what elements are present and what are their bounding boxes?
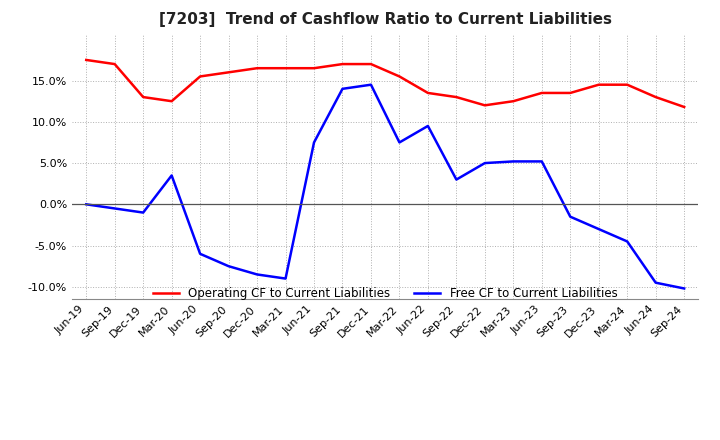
Operating CF to Current Liabilities <box>566 90 575 95</box>
Free CF to Current Liabilities <box>680 286 688 291</box>
Free CF to Current Liabilities <box>253 272 261 277</box>
Operating CF to Current Liabilities <box>253 66 261 71</box>
Operating CF to Current Liabilities <box>338 62 347 67</box>
Operating CF to Current Liabilities <box>537 90 546 95</box>
Free CF to Current Liabilities <box>167 173 176 178</box>
Free CF to Current Liabilities <box>310 140 318 145</box>
Line: Free CF to Current Liabilities: Free CF to Current Liabilities <box>86 84 684 289</box>
Operating CF to Current Liabilities <box>395 74 404 79</box>
Operating CF to Current Liabilities <box>452 95 461 100</box>
Operating CF to Current Liabilities <box>225 70 233 75</box>
Operating CF to Current Liabilities <box>366 62 375 67</box>
Operating CF to Current Liabilities <box>680 104 688 110</box>
Free CF to Current Liabilities <box>82 202 91 207</box>
Free CF to Current Liabilities <box>480 161 489 166</box>
Free CF to Current Liabilities <box>395 140 404 145</box>
Operating CF to Current Liabilities <box>509 99 518 104</box>
Line: Operating CF to Current Liabilities: Operating CF to Current Liabilities <box>86 60 684 107</box>
Operating CF to Current Liabilities <box>110 62 119 67</box>
Operating CF to Current Liabilities <box>623 82 631 87</box>
Free CF to Current Liabilities <box>509 159 518 164</box>
Operating CF to Current Liabilities <box>310 66 318 71</box>
Free CF to Current Liabilities <box>537 159 546 164</box>
Free CF to Current Liabilities <box>623 239 631 244</box>
Free CF to Current Liabilities <box>225 264 233 269</box>
Free CF to Current Liabilities <box>366 82 375 87</box>
Free CF to Current Liabilities <box>139 210 148 215</box>
Operating CF to Current Liabilities <box>595 82 603 87</box>
Operating CF to Current Liabilities <box>167 99 176 104</box>
Operating CF to Current Liabilities <box>82 57 91 62</box>
Free CF to Current Liabilities <box>452 177 461 182</box>
Free CF to Current Liabilities <box>566 214 575 220</box>
Operating CF to Current Liabilities <box>196 74 204 79</box>
Operating CF to Current Liabilities <box>139 95 148 100</box>
Operating CF to Current Liabilities <box>480 103 489 108</box>
Operating CF to Current Liabilities <box>282 66 290 71</box>
Title: [7203]  Trend of Cashflow Ratio to Current Liabilities: [7203] Trend of Cashflow Ratio to Curren… <box>158 12 612 27</box>
Operating CF to Current Liabilities <box>423 90 432 95</box>
Free CF to Current Liabilities <box>338 86 347 92</box>
Free CF to Current Liabilities <box>595 227 603 232</box>
Free CF to Current Liabilities <box>423 123 432 128</box>
Free CF to Current Liabilities <box>196 251 204 257</box>
Operating CF to Current Liabilities <box>652 95 660 100</box>
Legend: Operating CF to Current Liabilities, Free CF to Current Liabilities: Operating CF to Current Liabilities, Fre… <box>148 282 622 304</box>
Free CF to Current Liabilities <box>110 206 119 211</box>
Free CF to Current Liabilities <box>652 280 660 286</box>
Free CF to Current Liabilities <box>282 276 290 281</box>
